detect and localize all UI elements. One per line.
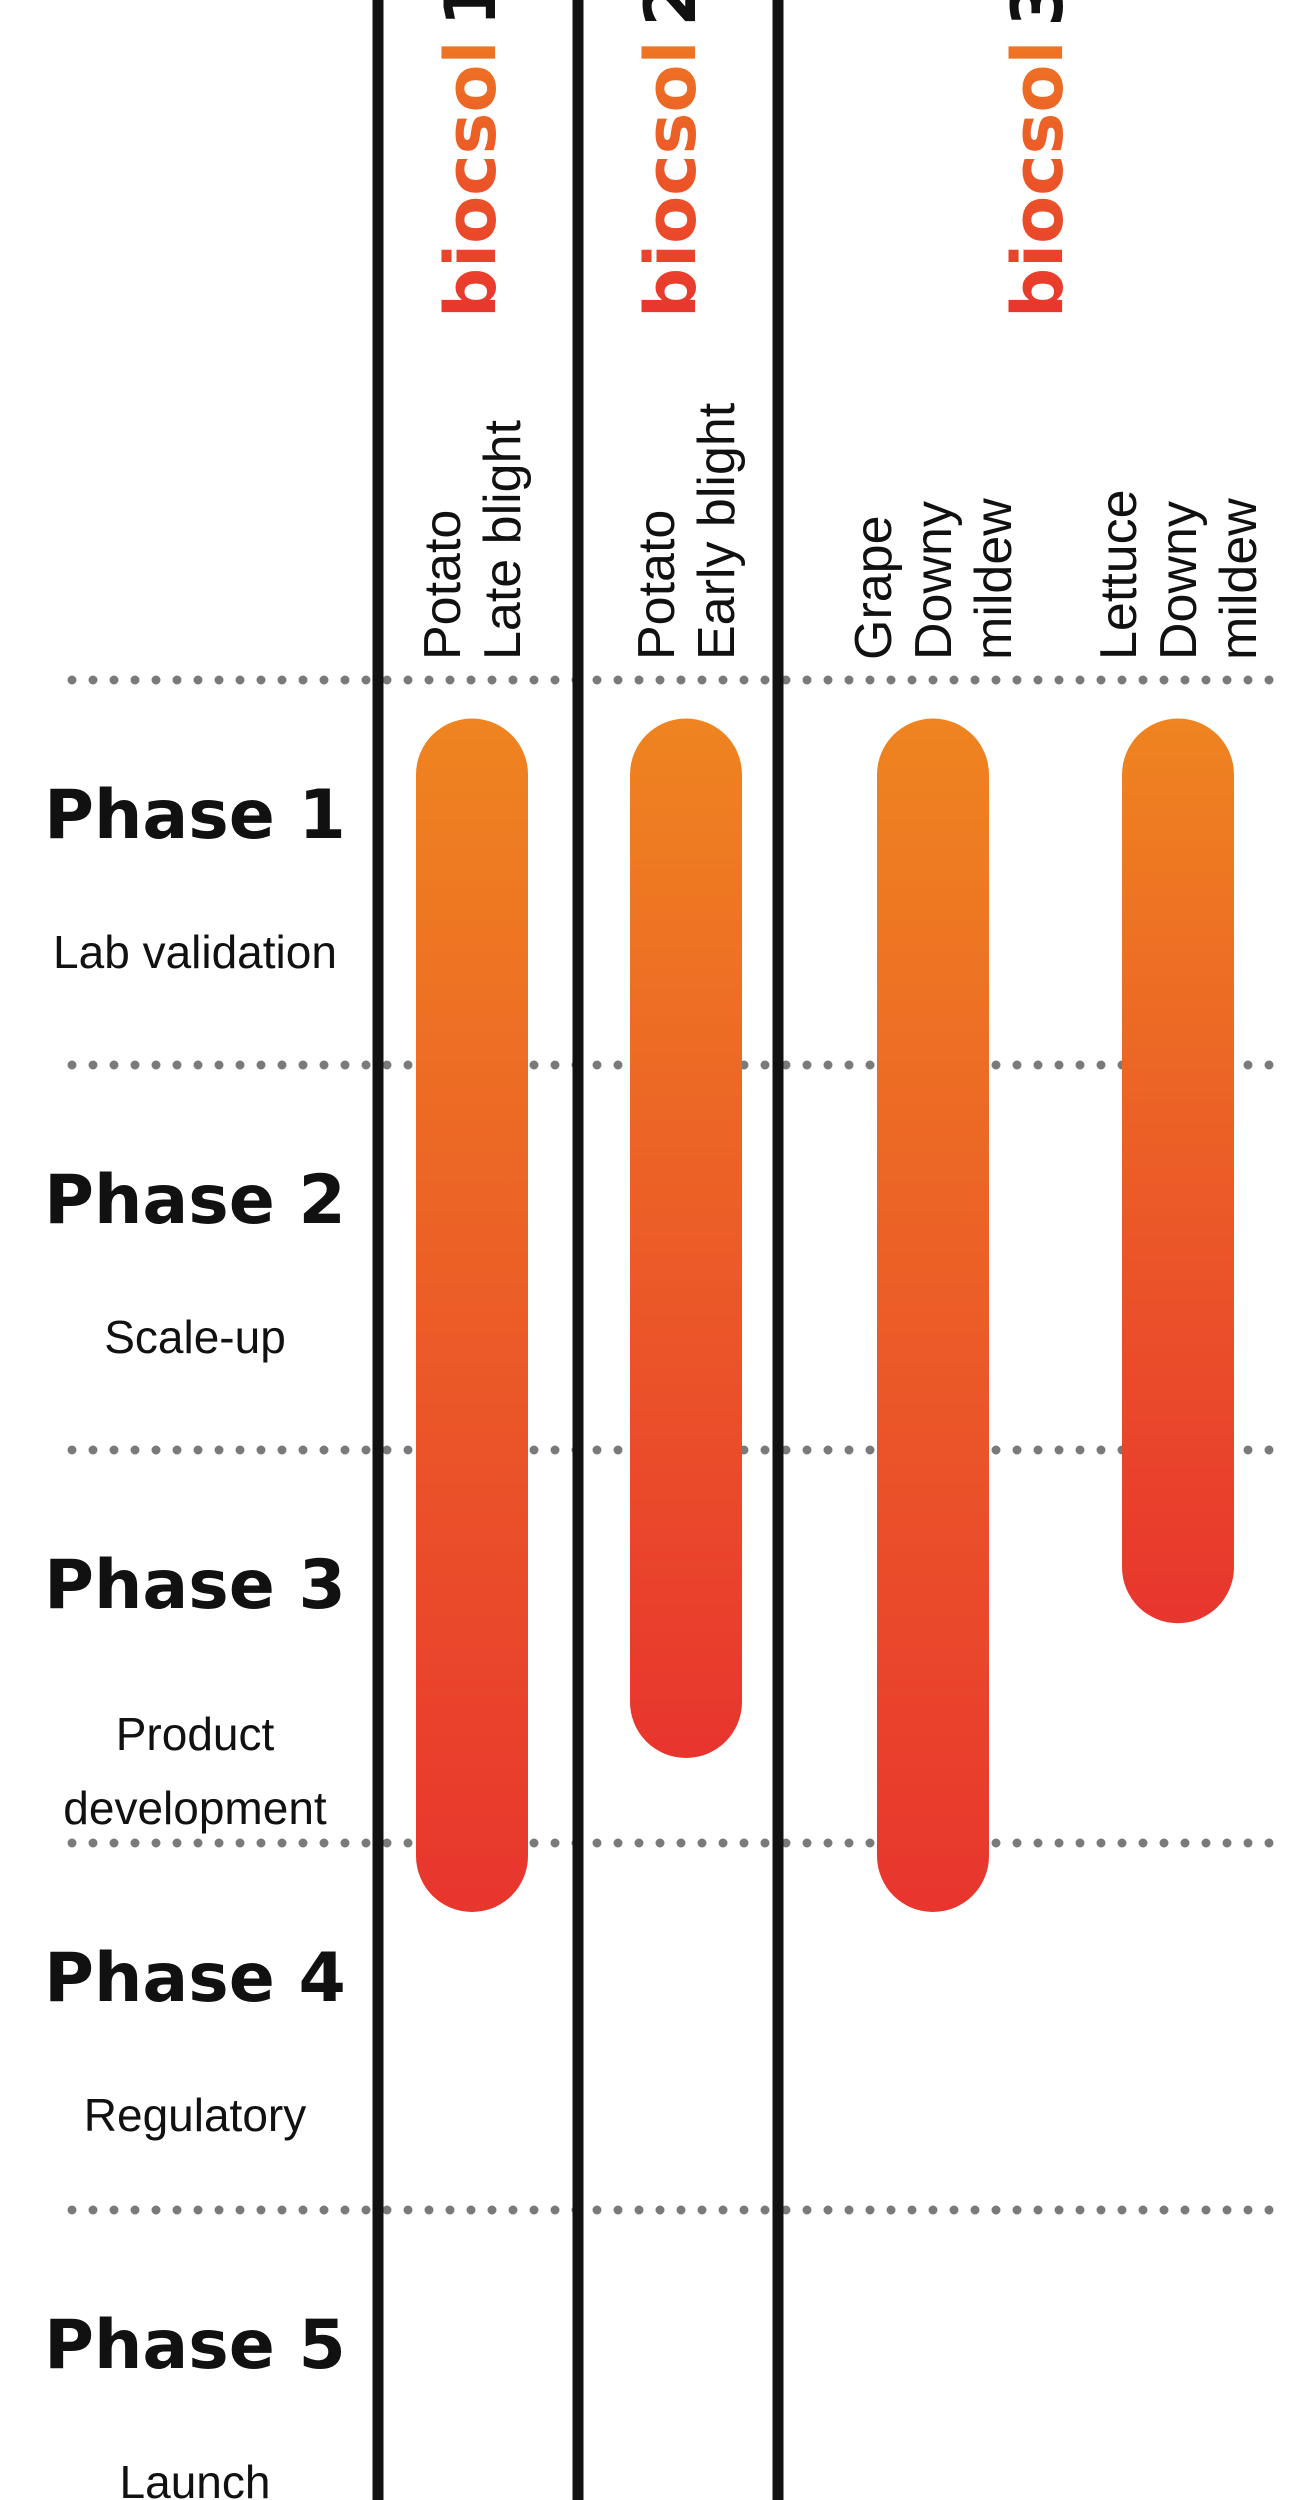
crop-label-line: Potato	[414, 510, 472, 660]
crop-label-text: Lettuce	[1090, 489, 1148, 660]
product-number: 3	[997, 0, 1079, 27]
brand-name: biocsol	[630, 41, 712, 318]
product-label: biocsol 2	[630, 0, 712, 318]
crop-label-text: Downy	[905, 501, 963, 660]
product-number: 1	[430, 0, 512, 27]
phase-title: Phase 4	[44, 1939, 346, 2018]
phase-title: Phase 1	[44, 776, 346, 855]
product-header: biocsol 1	[430, 0, 512, 318]
brand-name: biocsol	[430, 41, 512, 318]
crop-label-text: Late blight	[474, 419, 532, 660]
crop-label-line: Downy	[905, 501, 963, 660]
pipeline-bar	[630, 718, 742, 1758]
product-header: biocsol 3	[997, 0, 1079, 318]
brand-name: biocsol	[997, 41, 1079, 318]
phase-description: Product	[116, 1708, 275, 1760]
crop-label-line: mildew	[965, 498, 1023, 660]
crop-label-line: mildew	[1210, 498, 1268, 660]
phase-description: Regulatory	[84, 2089, 306, 2141]
phase-description: development	[63, 1782, 327, 1834]
crop-label-line: Late blight	[474, 419, 532, 660]
crop-label-line: Early blight	[688, 402, 746, 660]
pipeline-bar	[877, 718, 989, 1912]
crop-label-text: Downy	[1150, 501, 1208, 660]
crop-label-line: Lettuce	[1090, 489, 1148, 660]
pipeline-bar	[1122, 718, 1234, 1624]
phase-title: Phase 5	[44, 2306, 346, 2385]
crop-label-text: mildew	[1210, 498, 1268, 660]
product-number: 2	[630, 0, 712, 27]
phase-description: Launch	[120, 2456, 271, 2500]
product-dividers	[372, 0, 784, 2500]
phase-title: Phase 3	[44, 1546, 346, 1625]
crop-label-text: Grape	[845, 515, 903, 660]
crop-label-text: Potato	[414, 510, 472, 660]
phase-description: Scale-up	[104, 1311, 286, 1363]
crop-label-line: Grape	[845, 515, 903, 660]
crop-label-text: Early blight	[688, 402, 746, 660]
crop-label-text: Potato	[628, 510, 686, 660]
crop-label-text: mildew	[965, 498, 1023, 660]
product-label: biocsol 3	[997, 0, 1079, 318]
phase-description: Lab validation	[53, 926, 337, 978]
product-label: biocsol 1	[430, 0, 512, 318]
product-header: biocsol 2	[630, 0, 712, 318]
phase-title: Phase 2	[44, 1161, 346, 1240]
crop-label-line: Downy	[1150, 501, 1208, 660]
labels: Phase 1 Lab validation Phase 2 Scale-up Phas…	[44, 0, 1268, 2500]
crop-label-line: Potato	[628, 510, 686, 660]
phase-bars	[416, 718, 1234, 1912]
pipeline-bar	[416, 718, 528, 1912]
